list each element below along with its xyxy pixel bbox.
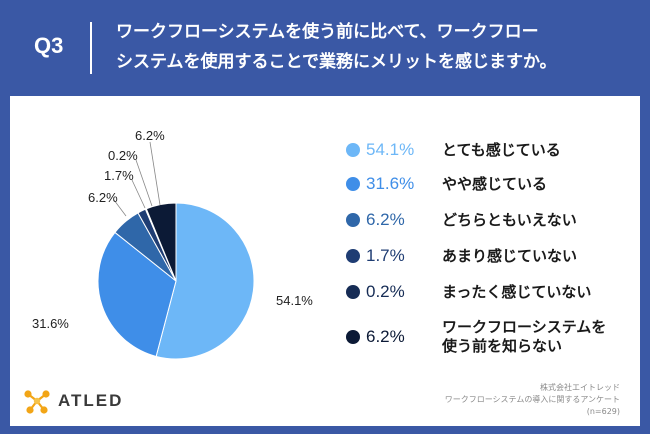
legend-marker — [346, 177, 360, 191]
legend-label: ワークフローシステムを 使う前を知らない — [442, 318, 607, 355]
atled-logo-icon — [24, 390, 50, 414]
pie-data-label: 6.2% — [88, 190, 118, 205]
legend-item: 6.2% ワークフローシステムを 使う前を知らない — [346, 318, 606, 356]
pie-chart — [97, 141, 255, 360]
source-note: 株式会社エイトレッド ワークフローシステムの導入に関するアンケート (n=629… — [445, 382, 620, 418]
pie-leader-line — [131, 179, 146, 209]
legend-marker — [346, 330, 360, 344]
legend-item: 31.6% やや感じている — [346, 174, 547, 194]
pie-leader-line — [135, 159, 153, 207]
legend-percent: 0.2% — [366, 282, 405, 301]
pie-data-label: 6.2% — [135, 128, 165, 143]
pie-slice — [97, 231, 177, 358]
atled-logo: ATLED — [22, 386, 123, 416]
legend-label: とても感じている — [442, 140, 561, 159]
legend-item: 0.2% まったく感じていない — [346, 282, 591, 302]
legend-percent: 6.2% — [366, 210, 405, 229]
question-line-2: システムを使用することで業務にメリットを感じますか。 — [116, 52, 557, 72]
legend-item: 54.1% とても感じている — [346, 140, 561, 160]
pie-slice — [155, 202, 255, 360]
source-survey: ワークフローシステムの導入に関するアンケート — [444, 395, 620, 404]
pie-leader-line — [113, 199, 127, 217]
legend-percent: 31.6% — [366, 174, 415, 193]
question-number: Q3 — [34, 33, 64, 58]
header-band: Q3 ワークフローシステムを使う前に比べて、ワークフロー システムを使用すること… — [0, 0, 650, 94]
source-company: 株式会社エイトレッド — [540, 383, 620, 392]
legend-percent: 1.7% — [366, 246, 405, 265]
legend-percent: 54.1% — [366, 140, 415, 159]
pie-data-label: 0.2% — [108, 148, 138, 163]
legend-marker — [346, 213, 360, 227]
source-sample: (n=629) — [586, 407, 620, 416]
pie-data-label: 31.6% — [32, 316, 69, 331]
legend-label: まったく感じていない — [442, 282, 592, 301]
pie-slice — [145, 202, 177, 282]
chart-panel: 54.1% 31.6% 6.2% 1.7% 0.2% 6.2% 54.1% とても感じている… — [10, 96, 640, 426]
pie-data-label: 1.7% — [104, 168, 134, 183]
header-divider — [90, 22, 92, 74]
legend-percent: 6.2% — [366, 327, 405, 346]
legend-marker — [346, 249, 360, 263]
legend-label: やや感じている — [442, 174, 548, 193]
legend-label: どちらともいえない — [442, 210, 577, 229]
legend-label: あまり感じていない — [442, 246, 578, 265]
pie-leader-line — [149, 141, 161, 206]
legend-item: 6.2% どちらともいえない — [346, 210, 577, 230]
legend-marker — [346, 285, 360, 299]
question-line-1: ワークフローシステムを使う前に比べて、ワークフロー — [116, 22, 539, 42]
legend-marker — [346, 143, 360, 157]
question-text: ワークフローシステムを使う前に比べて、ワークフロー システムを使用することで業務… — [116, 17, 636, 77]
pie-data-label: 54.1% — [276, 293, 313, 308]
logo-text: ATLED — [58, 391, 124, 410]
legend-item: 1.7% あまり感じていない — [346, 246, 577, 266]
